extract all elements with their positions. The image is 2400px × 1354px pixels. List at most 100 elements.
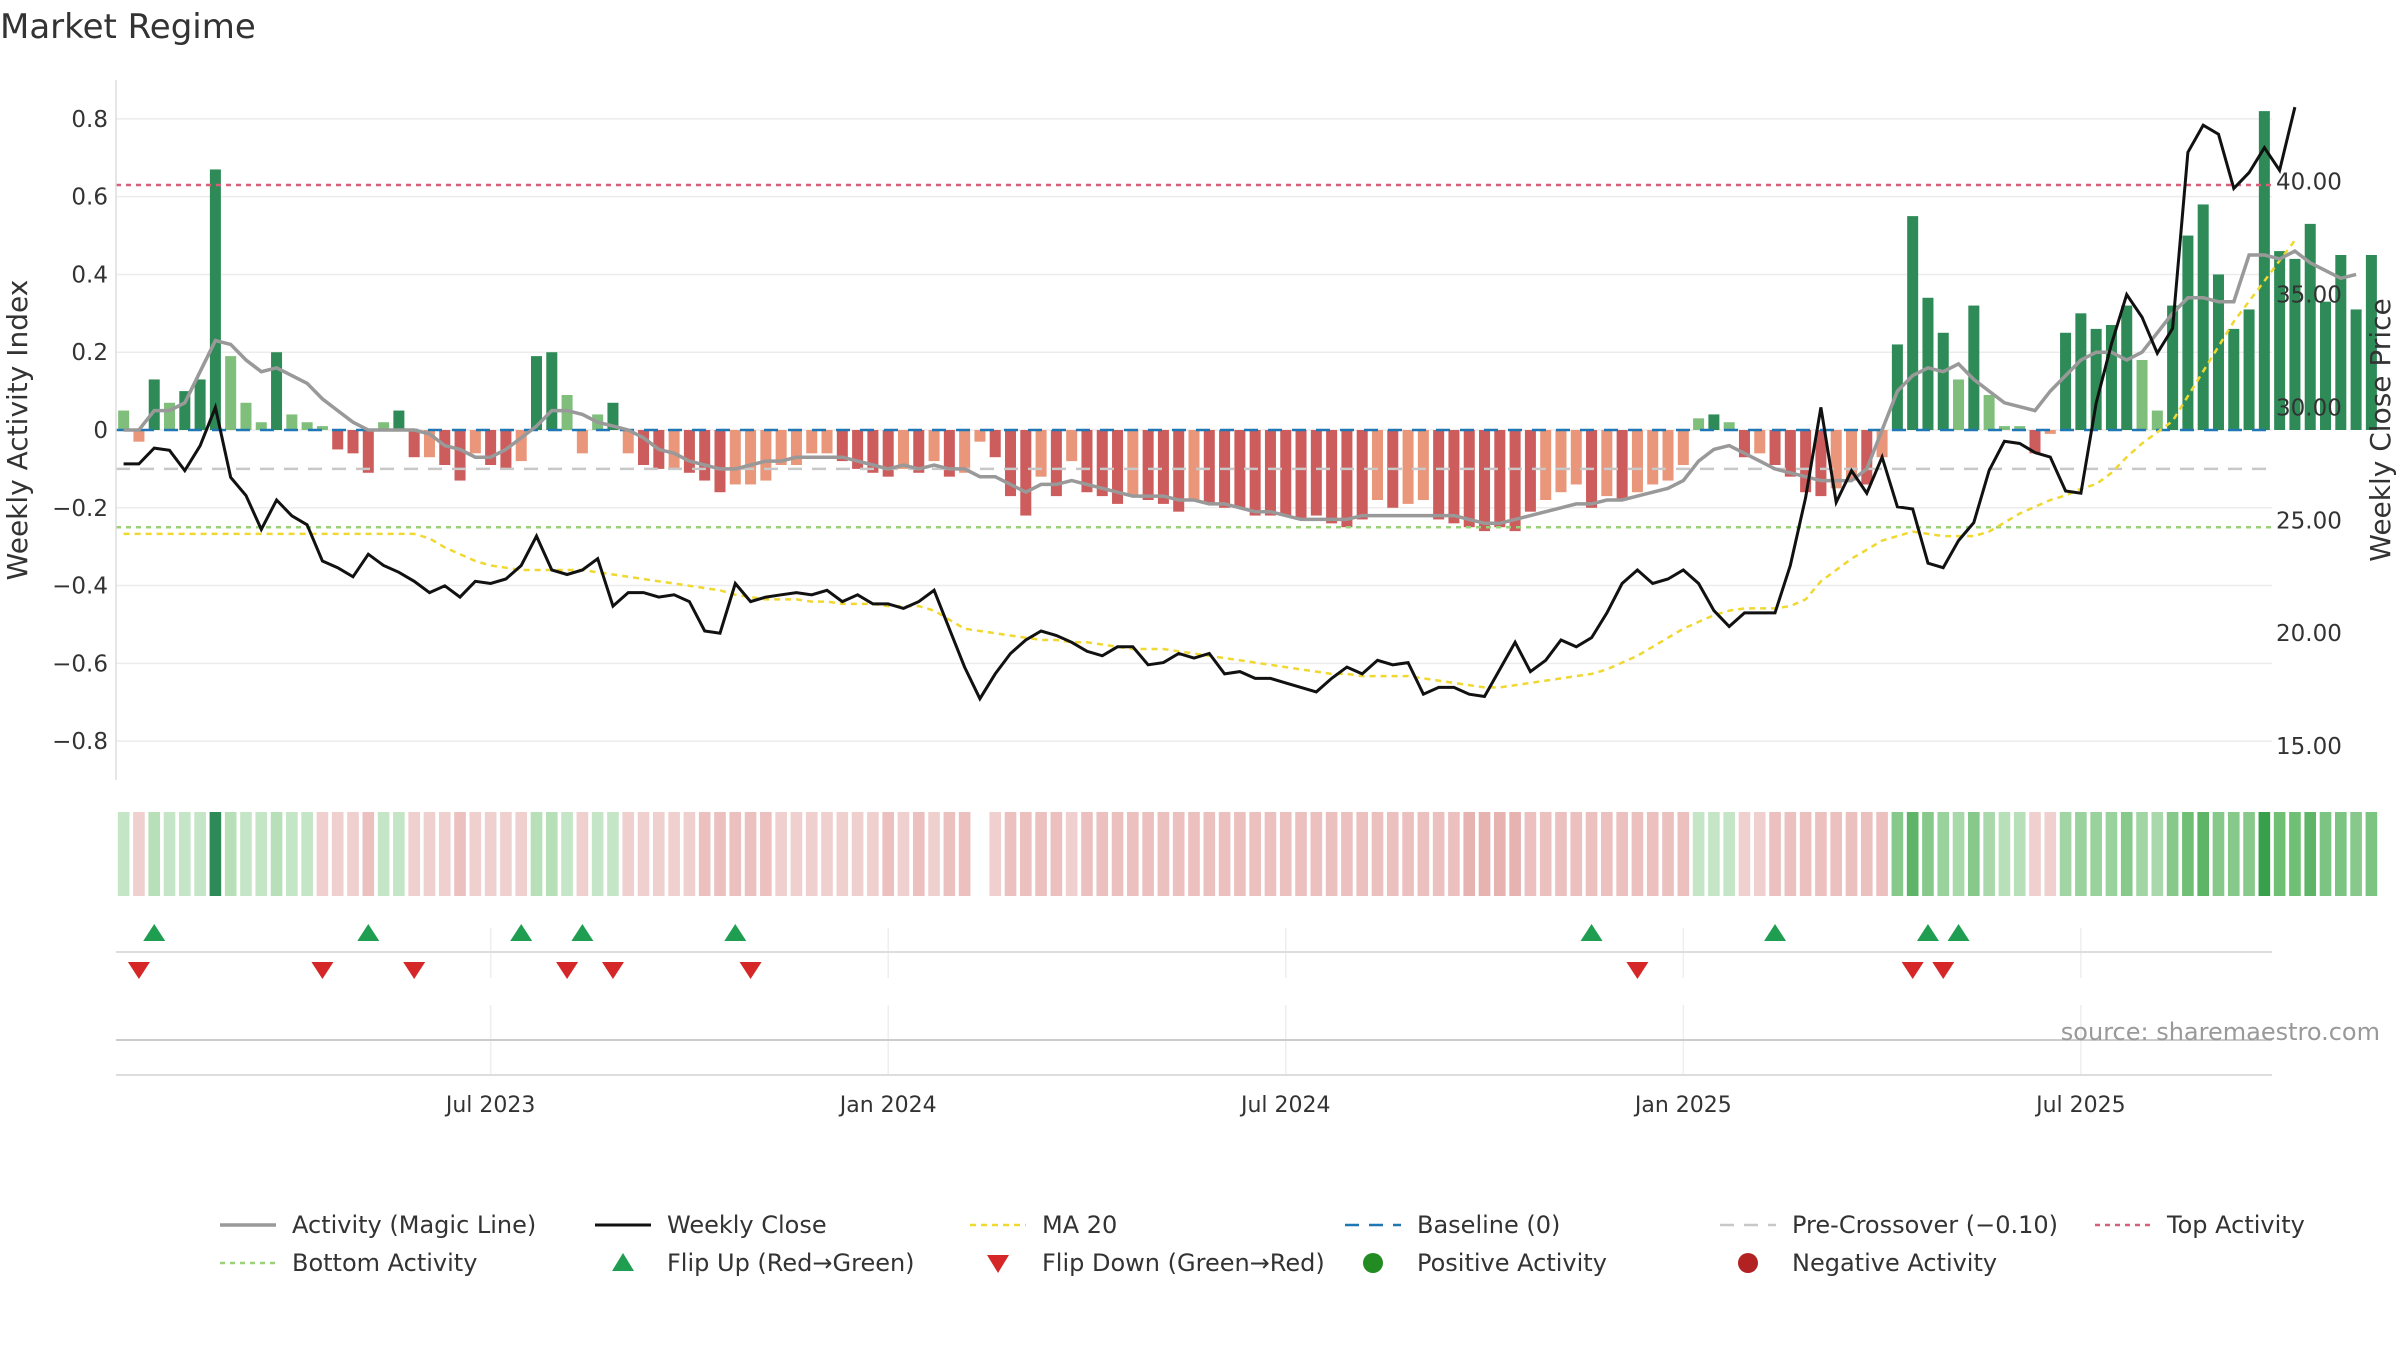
regime-cell <box>1968 812 1980 896</box>
activity-bar <box>1968 305 1980 430</box>
activity-bar <box>974 430 986 442</box>
activity-bar <box>118 410 130 430</box>
right-tick-label: 30.00 <box>2276 395 2342 421</box>
activity-bar <box>1341 430 1353 528</box>
bottom-panel: Jul 2023 Jan 2024 Jul 2024 Jan 2025 Jul 2025 <box>116 1005 2272 1118</box>
activity-bar <box>1035 430 1047 477</box>
left-tick-label: −0.2 <box>52 496 108 522</box>
regime-cell <box>1845 812 1858 896</box>
legend-label: Bottom Activity <box>292 1249 477 1277</box>
regime-cell <box>1631 812 1644 896</box>
legend-label: Top Activity <box>2166 1211 2305 1239</box>
regime-cell <box>1157 812 1170 896</box>
right-tick-label: 15.00 <box>2276 734 2342 760</box>
activity-bar <box>668 430 680 469</box>
regime-cell <box>1738 812 1751 896</box>
regime-cell <box>1264 812 1277 896</box>
flip-up-marker <box>571 924 594 941</box>
activity-bar <box>439 430 451 465</box>
regime-cell <box>1417 812 1430 896</box>
regime-cell <box>1432 812 1445 896</box>
activity-bar <box>1371 430 1383 500</box>
regime-cell <box>1386 812 1399 896</box>
regime-cell <box>224 812 237 896</box>
regime-cell <box>1922 812 1934 896</box>
activity-bar <box>2228 328 2240 430</box>
regime-cell <box>178 812 191 896</box>
regime-cell <box>2319 812 2332 896</box>
regime-cell <box>1570 812 1583 896</box>
activity-bar <box>1326 430 1338 524</box>
activity-bar <box>821 430 833 454</box>
regime-cell <box>2334 812 2347 896</box>
activity-bar <box>913 430 925 473</box>
activity-bar <box>1188 430 1200 500</box>
flip-down-marker <box>1626 962 1649 979</box>
activity-bar <box>179 391 191 430</box>
activity-bar <box>1693 418 1705 430</box>
activity-bar <box>2320 301 2332 430</box>
activity-bar <box>286 414 298 430</box>
regime-cell <box>2090 812 2102 896</box>
regime-cell <box>331 812 344 896</box>
activity-bar <box>1127 430 1139 497</box>
regime-cell <box>637 812 650 896</box>
activity-bar <box>1005 430 1017 497</box>
regime-cell <box>1295 812 1307 896</box>
regime-cell <box>744 812 757 896</box>
regime-cell <box>1203 812 1216 896</box>
activity-bar <box>683 430 695 473</box>
x-tick-label: Jul 2023 <box>444 1093 536 1118</box>
activity-bar <box>1417 430 1429 500</box>
regime-cell <box>301 812 313 896</box>
activity-bar <box>1845 430 1858 481</box>
x-tick-label: Jul 2025 <box>2034 1093 2126 1118</box>
regime-cell <box>1799 812 1812 896</box>
flip-markers <box>116 924 2272 979</box>
activity-bar <box>1907 216 1919 430</box>
activity-bar <box>347 430 359 454</box>
regime-cell <box>530 812 543 896</box>
activity-bar <box>1708 414 1720 430</box>
regime-cell <box>729 812 742 896</box>
flip-down-marker <box>1901 962 1924 979</box>
regime-cell <box>438 812 451 896</box>
regime-cell <box>408 812 420 896</box>
activity-bar <box>1830 430 1842 489</box>
activity-bar <box>1601 430 1613 497</box>
activity-bar <box>1983 395 1995 430</box>
activity-bar <box>485 430 497 465</box>
activity-bar <box>378 422 390 430</box>
regime-cell <box>454 812 466 896</box>
regime-cell <box>1952 812 1965 896</box>
regime-cell <box>2075 812 2087 896</box>
activity-bar <box>2121 305 2133 430</box>
regime-cell <box>545 812 558 896</box>
regime-cell <box>2136 812 2148 896</box>
activity-bar <box>1173 430 1185 512</box>
legend-label: Activity (Magic Line) <box>292 1211 536 1239</box>
regime-cell <box>928 812 940 896</box>
regime-cell <box>2350 812 2362 896</box>
legend-swatch <box>1363 1253 1383 1273</box>
regime-strip <box>117 812 2378 896</box>
activity-bar <box>2014 426 2026 430</box>
regime-cell <box>2243 812 2255 896</box>
activity-bar <box>1953 379 1965 430</box>
regime-cell <box>1371 812 1384 896</box>
activity-bar <box>1677 430 1689 465</box>
regime-cell <box>1218 812 1231 896</box>
activity-bar <box>1280 430 1292 516</box>
flip-down-marker <box>556 962 579 979</box>
activity-bar <box>194 379 206 430</box>
left-tick-label: 0.4 <box>71 262 108 288</box>
legend-label: Positive Activity <box>1417 1249 1607 1277</box>
right-axis-label: Weekly Close Price <box>2364 298 2397 561</box>
regime-cell <box>775 812 787 896</box>
activity-bar <box>2258 111 2270 430</box>
left-tick-label: 0.8 <box>71 107 108 133</box>
activity-bar <box>2060 332 2072 430</box>
regime-cell <box>622 812 635 896</box>
activity-bar <box>1723 422 1735 430</box>
regime-cell <box>2105 812 2118 896</box>
